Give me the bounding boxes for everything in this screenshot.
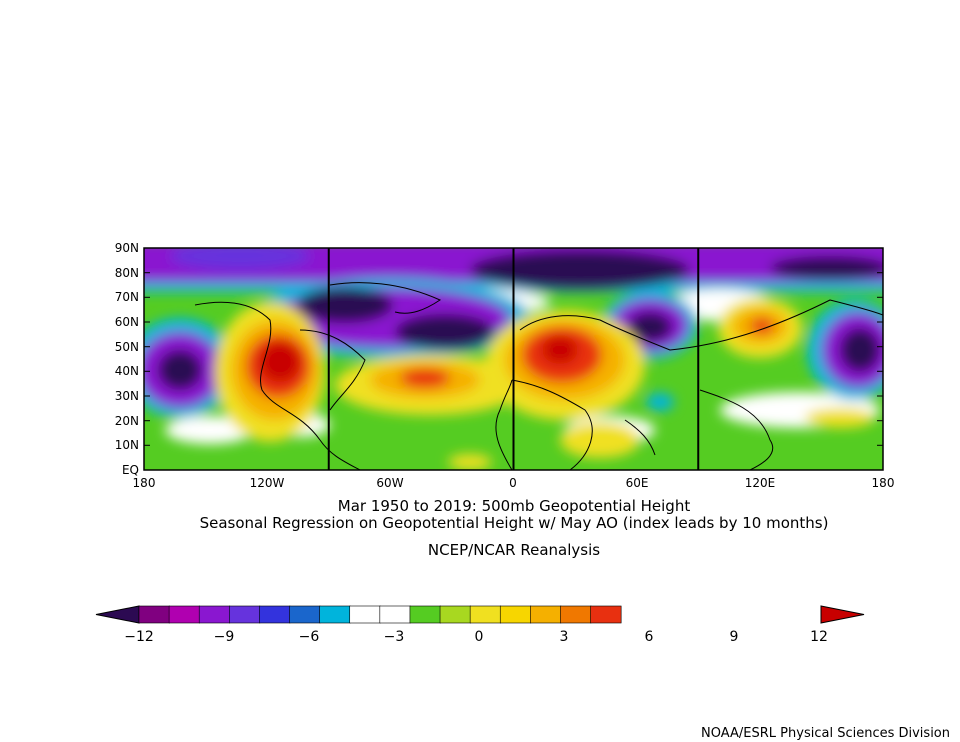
colorbar-swatch (469, 605, 502, 624)
lat-label-80n: 80N (115, 266, 139, 280)
lon-label-120w: 120W (250, 476, 285, 490)
map-frame (143, 247, 884, 471)
colorbar-arrow-high (820, 605, 865, 624)
credit-line: NOAA/ESRL Physical Sciences Division (701, 726, 950, 741)
lat-axis: 90N 80N 70N 60N 50N 40N 30N 20N 10N EQ (115, 241, 139, 477)
colorbar (95, 605, 865, 624)
colorbar-label-m3: −3 (384, 629, 405, 645)
lon-label-120e: 120E (745, 476, 776, 490)
colorbar-swatch (379, 605, 411, 624)
colorbar-swatch (289, 605, 321, 624)
lat-label-60n: 60N (115, 315, 139, 329)
lon-label-0: 0 (509, 476, 517, 490)
colorbar-label-0: 0 (475, 629, 484, 645)
colorbar-swatch (499, 605, 532, 624)
colorbar-swatch (560, 605, 592, 624)
lat-label-50n: 50N (115, 340, 139, 354)
colorbar-swatch (439, 605, 471, 624)
lat-ticks (144, 272, 883, 446)
colorbar-labels: −12 −9 −6 −3 0 3 6 9 12 (124, 629, 828, 645)
coastlines (194, 282, 883, 470)
colorbar-swatch (590, 605, 622, 624)
colorbar-swatch (259, 605, 291, 624)
lon-axis: 180 120W 60W 0 60E 120E 180 (133, 476, 895, 490)
colorbar-label-3: 3 (560, 629, 569, 645)
figure-title: Mar 1950 to 2019: 500mb Geopotential Hei… (337, 497, 691, 515)
colorbar-label-m12: −12 (124, 629, 154, 645)
lon-label-60e: 60E (626, 476, 649, 490)
colorbar-swatch (409, 605, 441, 624)
colorbar-arrow-low (95, 605, 140, 624)
data-source: NCEP/NCAR Reanalysis (427, 541, 601, 559)
colorbar-swatch (229, 605, 261, 624)
lat-label-30n: 30N (115, 389, 139, 403)
colorbar-swatch (168, 605, 201, 624)
lat-label-70n: 70N (115, 290, 139, 304)
lat-label-40n: 40N (115, 364, 139, 378)
lat-label-20n: 20N (115, 414, 139, 428)
colorbar-label-m9: −9 (214, 629, 235, 645)
lon-label-180w: 180 (133, 476, 156, 490)
lat-label-10n: 10N (115, 438, 139, 452)
meridian-guides (327, 248, 700, 470)
lon-label-60w: 60W (376, 476, 403, 490)
colorbar-swatch (319, 605, 351, 624)
colorbar-swatch (349, 605, 381, 624)
colorbar-label-12: 12 (810, 629, 828, 645)
lat-label-90n: 90N (115, 241, 139, 255)
colorbar-label-m6: −6 (299, 629, 320, 645)
colorbar-swatch (198, 605, 231, 624)
colorbar-swatch (530, 605, 562, 624)
colorbar-swatch (138, 605, 170, 624)
colorbar-label-9: 9 (730, 629, 739, 645)
figure-subtitle: Seasonal Regression on Geopotential Heig… (199, 514, 829, 532)
colorbar-label-6: 6 (645, 629, 654, 645)
lat-label-eq: EQ (122, 463, 139, 477)
lon-label-180e: 180 (872, 476, 895, 490)
